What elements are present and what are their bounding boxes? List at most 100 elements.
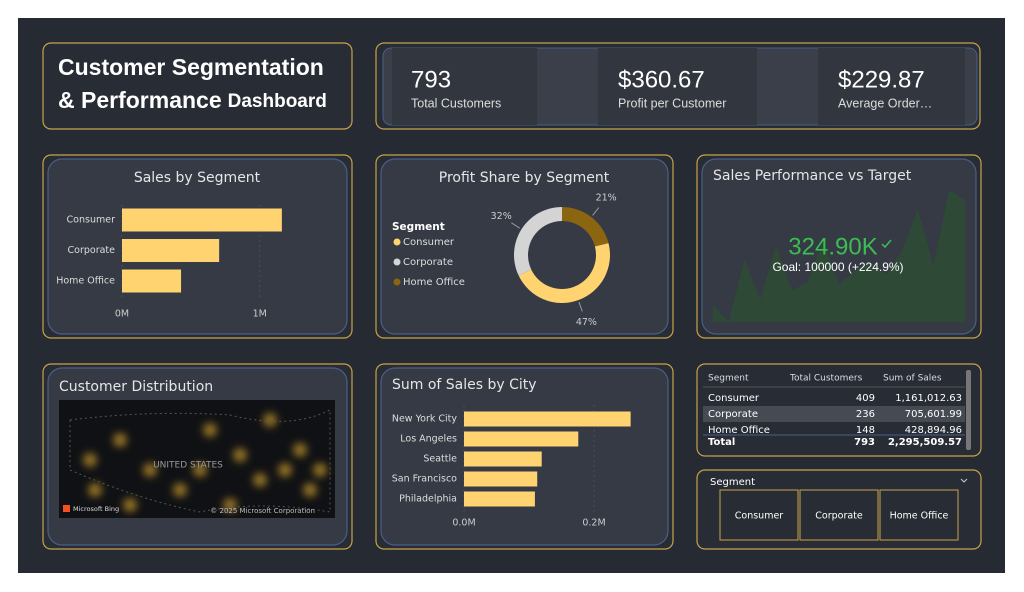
table-cell: 148: [856, 425, 875, 436]
x-tick-label: 0M: [115, 309, 129, 320]
table-total: Total: [708, 437, 735, 448]
bing-logo: [63, 505, 70, 512]
leader-line: [511, 222, 521, 229]
legend-marker: [393, 258, 401, 266]
x-tick-label: 0.0M: [452, 518, 475, 529]
table-cell: 705,601.99: [905, 409, 962, 420]
map-copyright: © 2025 Microsoft Corporation: [210, 507, 315, 515]
map-dot: [233, 448, 247, 462]
legend-label: Consumer: [403, 237, 455, 248]
map-bg: [59, 400, 335, 518]
table-header: Total Customers: [789, 374, 863, 384]
legend-label: Corporate: [403, 257, 453, 268]
map-dot: [263, 413, 277, 427]
kpi-value: $360.67: [618, 66, 705, 93]
slicer-option-label: Consumer: [735, 511, 784, 522]
map-dot: [293, 443, 307, 457]
legend-marker: [393, 278, 401, 286]
scrollbar: [966, 370, 971, 450]
table-cell: 1,161,012.63: [895, 393, 962, 404]
legend-label: Home Office: [403, 277, 465, 288]
table-total: 793: [854, 437, 875, 448]
y-tick-label: Corporate: [68, 245, 116, 256]
table-total: 2,295,509.57: [888, 437, 962, 448]
y-tick-label: Philadelphia: [399, 494, 457, 505]
check-icon: [881, 239, 892, 249]
kpi-card: [392, 48, 537, 125]
bar: [122, 239, 220, 262]
table-cell: 428,894.96: [905, 425, 962, 436]
map-dot: [203, 423, 217, 437]
map-dot: [173, 483, 187, 497]
slicer-option-label: Corporate: [815, 511, 863, 522]
table-cell: 236: [856, 409, 875, 420]
kpi-value: 324.90K: [788, 233, 877, 260]
kpi-value: $229.87: [838, 66, 925, 93]
kpi-card: [818, 48, 965, 125]
y-tick-label: Seattle: [423, 454, 457, 465]
map-dot: [83, 453, 97, 467]
bar: [122, 269, 182, 293]
data-label: 47%: [576, 317, 597, 328]
leader-line: [578, 301, 583, 312]
table-cell: 409: [856, 393, 875, 404]
kpi-value: 793: [411, 66, 451, 93]
slicer-option[interactable]: [719, 489, 799, 541]
table-header: Segment: [708, 374, 749, 384]
bar: [464, 491, 535, 507]
panel: [42, 42, 353, 130]
table-cell: Consumer: [708, 393, 760, 404]
map-outline: [69, 409, 331, 513]
bar: [464, 431, 579, 447]
y-tick-label: Los Angeles: [400, 434, 457, 445]
area: [713, 190, 965, 322]
map-dot: [123, 498, 137, 512]
map-dot: [313, 463, 327, 477]
map-dot: [253, 473, 267, 487]
map-dot: [223, 498, 237, 512]
y-tick-label: Home Office: [56, 276, 115, 287]
map-dot: [88, 483, 102, 497]
x-tick-label: 0.2M: [582, 518, 605, 529]
slicer-option[interactable]: [879, 489, 959, 541]
chart-title: Sales Performance vs Target: [713, 168, 912, 184]
map-dot: [193, 463, 207, 477]
kpi-label: Profit per Customer: [618, 96, 726, 110]
title: & Performance Dashboard: [58, 87, 327, 113]
x-tick-label: 1M: [253, 309, 267, 320]
data-label: 21%: [596, 193, 617, 204]
kpi-label: Total Customers: [411, 96, 501, 110]
table-cell: Home Office: [708, 425, 770, 436]
data-label: 32%: [491, 211, 512, 222]
chart-title: Profit Share by Segment: [439, 170, 610, 186]
goal-label: Goal: 100000 (+224.9%): [772, 260, 903, 274]
chart-title: Sales by Segment: [134, 170, 261, 186]
chevron: [960, 478, 968, 483]
title-part: & Performance: [58, 87, 222, 113]
map-label: UNITED STATES: [153, 461, 223, 471]
legend-title: Segment: [392, 221, 445, 233]
map-dots: [83, 413, 327, 512]
y-tick-label: San Francisco: [392, 474, 457, 485]
chart-title: Sum of Sales by City: [392, 377, 537, 393]
table-cell: Corporate: [708, 409, 758, 420]
map-dot: [143, 463, 157, 477]
chart-title: Customer Distribution: [59, 379, 213, 395]
map-dot: [113, 433, 127, 447]
bar: [464, 471, 538, 487]
slicer-title: Segment: [710, 477, 755, 488]
slicer-option[interactable]: [799, 489, 879, 541]
kpi-card: [598, 48, 757, 125]
bar: [464, 451, 542, 467]
y-tick-label: New York City: [392, 414, 458, 425]
leader-line: [592, 207, 600, 216]
table-header: Sum of Sales: [883, 374, 942, 384]
y-tick-label: Consumer: [67, 215, 116, 226]
title: Customer Segmentation: [58, 54, 324, 80]
title-part: Dashboard: [228, 91, 327, 112]
row-highlight: [703, 406, 965, 422]
legend-marker: [393, 238, 401, 246]
bar: [464, 411, 631, 427]
